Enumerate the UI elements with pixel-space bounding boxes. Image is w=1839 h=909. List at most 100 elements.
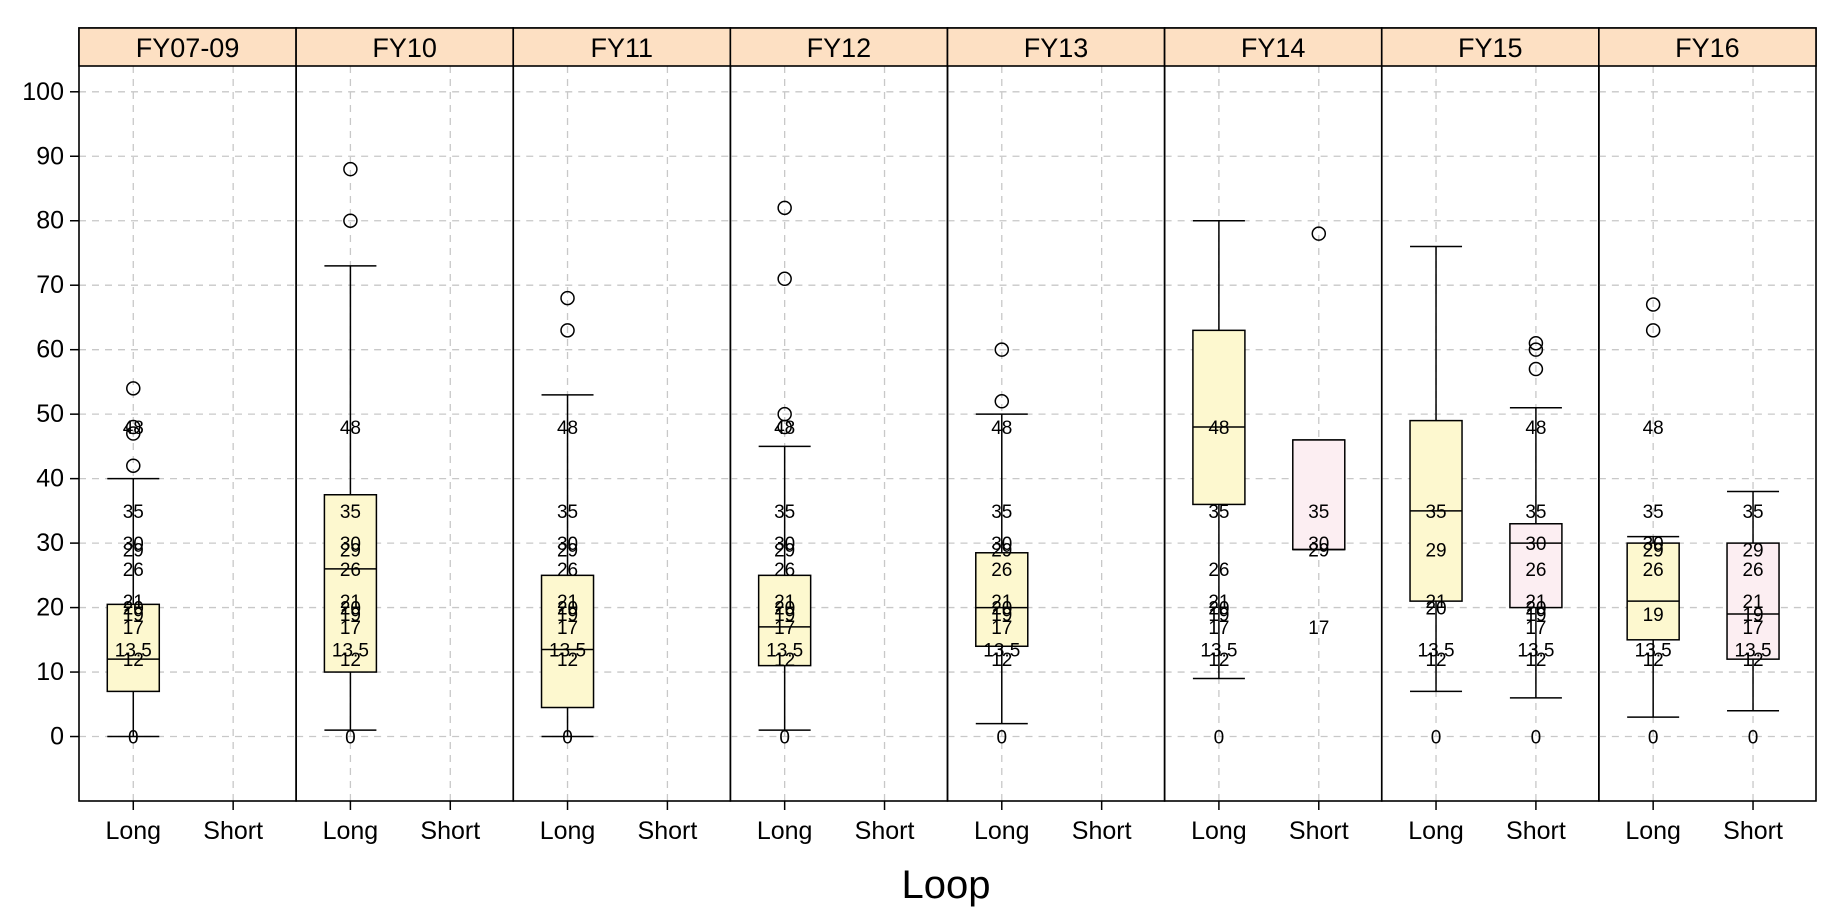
outlier-point xyxy=(777,200,792,216)
value-label: 30 xyxy=(1525,534,1546,555)
value-label: 13.5 xyxy=(1418,640,1455,661)
value-label: 48 xyxy=(1525,418,1546,439)
box-rect xyxy=(106,603,161,693)
outlier-point xyxy=(126,458,141,473)
y-tick-label: 70 xyxy=(36,271,64,299)
x-tick-label: Short xyxy=(1506,817,1566,845)
x-tick-label: Short xyxy=(203,817,263,845)
value-label: 17 xyxy=(1208,618,1229,639)
value-label: 13.5 xyxy=(983,640,1020,661)
y-tick-label: 60 xyxy=(36,336,64,364)
y-tick-label: 30 xyxy=(36,529,64,557)
value-label: 13.5 xyxy=(1200,640,1237,661)
value-label: 29 xyxy=(340,541,361,562)
value-label: 26 xyxy=(1525,560,1546,581)
panel-title: FY11 xyxy=(591,33,654,63)
value-label: 35 xyxy=(991,502,1012,523)
value-label: 30 xyxy=(340,534,361,555)
value-label: 19 xyxy=(774,605,795,626)
value-label: 13.5 xyxy=(1517,640,1554,661)
value-label: 30 xyxy=(123,534,144,555)
value-label: 21 xyxy=(991,592,1012,613)
value-label: 21 xyxy=(557,592,578,613)
value-label: 30 xyxy=(1643,534,1664,555)
outlier-point xyxy=(777,271,792,287)
value-label: 29 xyxy=(1643,541,1664,562)
x-tick-label: Long xyxy=(323,817,379,845)
value-label: 0 xyxy=(996,728,1007,749)
value-label: 12 xyxy=(774,650,795,671)
panel-strip xyxy=(1163,27,1383,67)
panel-title: FY10 xyxy=(372,33,437,63)
x-tick-label: Short xyxy=(638,817,698,845)
box-rect xyxy=(540,574,595,709)
outlier-point xyxy=(777,406,792,422)
x-tick-label: Long xyxy=(1191,817,1247,845)
y-tick-label: 40 xyxy=(36,465,64,493)
value-label: 17 xyxy=(340,618,361,639)
outlier-point xyxy=(1645,323,1661,338)
value-label: 13.5 xyxy=(332,640,369,661)
value-label: 21 xyxy=(1525,592,1546,613)
value-label: 48 xyxy=(557,418,578,439)
panel-strip xyxy=(1598,27,1817,67)
outlier-point xyxy=(343,213,358,228)
value-label: 20 xyxy=(774,599,795,620)
value-label: 20 xyxy=(1208,599,1229,620)
value-label: 20 xyxy=(1425,599,1446,620)
outlier-point xyxy=(343,161,358,177)
outlier-point xyxy=(126,381,141,396)
value-label: 19 xyxy=(340,605,361,626)
value-label: 20 xyxy=(557,599,578,620)
value-label: 35 xyxy=(1208,502,1229,523)
value-label: 48 xyxy=(123,418,144,439)
panel-title: FY13 xyxy=(1024,33,1089,63)
value-label: 35 xyxy=(557,502,578,523)
value-label: 17 xyxy=(1525,618,1546,639)
value-label: 26 xyxy=(774,560,795,581)
outlier-point xyxy=(1645,297,1661,312)
value-label: 35 xyxy=(123,502,144,523)
outlier-point xyxy=(1528,342,1544,357)
x-tick-label: Short xyxy=(420,817,480,845)
value-label: 30 xyxy=(1308,534,1329,555)
outlier-point xyxy=(994,394,1010,409)
box-rect xyxy=(757,574,812,667)
value-label: 21 xyxy=(123,592,144,613)
value-label: 13.5 xyxy=(766,640,803,661)
value-label: 26 xyxy=(1742,560,1763,581)
value-label: 0 xyxy=(1748,728,1759,749)
value-label: 19 xyxy=(123,605,144,626)
y-tick-label: 90 xyxy=(36,142,64,170)
value-label: 17 xyxy=(991,618,1012,639)
value-label: 48 xyxy=(340,418,361,439)
value-label: 17 xyxy=(557,618,578,639)
x-tick-label: Short xyxy=(1723,817,1783,845)
value-label: 30 xyxy=(991,534,1012,555)
y-tick-label: 10 xyxy=(36,658,64,686)
outlier-point xyxy=(126,426,141,441)
box-rect xyxy=(1509,523,1563,609)
value-label: 30 xyxy=(557,534,578,555)
outlier-point xyxy=(126,419,141,435)
x-tick-label: Long xyxy=(1408,817,1464,845)
x-tick-label: Long xyxy=(540,817,596,845)
value-label: 0 xyxy=(1648,728,1659,749)
value-label: 12 xyxy=(340,650,361,671)
value-label: 26 xyxy=(991,560,1012,581)
value-label: 19 xyxy=(1525,605,1546,626)
value-label: 26 xyxy=(340,560,361,581)
value-label: 0 xyxy=(128,728,139,749)
value-label: 21 xyxy=(774,592,795,613)
